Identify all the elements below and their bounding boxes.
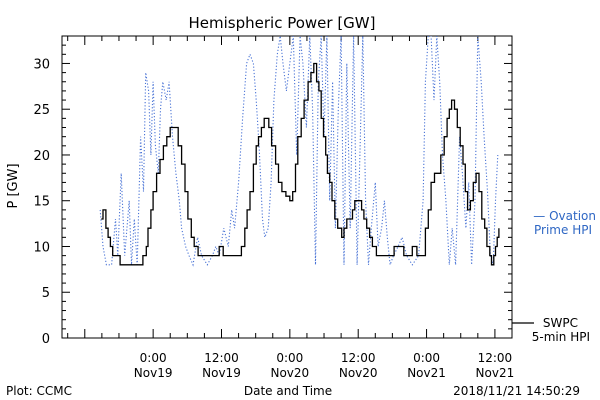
x-tick-time-label: 12:00 <box>478 351 513 365</box>
x-tick-date-label: Nov20 <box>270 366 309 380</box>
legend-swpc: SWPC 5-min HPI <box>512 316 590 344</box>
footer-plot-source: Plot: CCMC <box>6 384 72 398</box>
series-ovation-line <box>99 36 499 267</box>
x-tick-date-label: Nov20 <box>339 366 378 380</box>
chart-title: Hemispheric Power [GW] <box>189 14 376 32</box>
x-tick-time-label: 0:00 <box>276 351 303 365</box>
y-tick-label: 5 <box>42 286 50 301</box>
footer-timestamp: 2018/11/21 14:50:29 <box>453 384 580 398</box>
y-tick-label: 25 <box>33 103 50 118</box>
legend-ovation-line2: Prime HPI <box>534 223 592 237</box>
series-swpc-line <box>101 62 500 266</box>
x-tick-date-label: Nov21 <box>476 366 515 380</box>
series-layer <box>99 36 500 267</box>
x-axis-label: Date and Time <box>244 384 332 398</box>
y-tick-label: 20 <box>33 149 50 164</box>
x-tick-date-label: Nov19 <box>202 366 241 380</box>
y-tick-label: 30 <box>33 57 50 72</box>
y-tick-label: 10 <box>33 240 50 255</box>
y-tick-label: 15 <box>33 195 50 210</box>
x-tick-time-label: 0:00 <box>140 351 167 365</box>
legend-swpc-line2: 5-min HPI <box>532 330 590 344</box>
x-tick-time-label: 12:00 <box>204 351 239 365</box>
legend-swpc-line1: SWPC <box>543 316 578 330</box>
x-tick-date-label: Nov21 <box>407 366 446 380</box>
plot-frame <box>61 35 513 339</box>
y-axis-label: P [GW] <box>6 163 21 208</box>
legend-ovation: — Ovation Prime HPI <box>533 209 596 237</box>
y-tick-label: 0 <box>42 332 50 347</box>
x-tick-time-label: 12:00 <box>341 351 376 365</box>
legend-ovation-line1: — Ovation <box>533 209 596 223</box>
x-tick-date-label: Nov19 <box>134 366 173 380</box>
x-tick-time-label: 0:00 <box>413 351 440 365</box>
axes-group: 0510152025300:00Nov1912:00Nov190:00Nov20… <box>33 35 515 380</box>
